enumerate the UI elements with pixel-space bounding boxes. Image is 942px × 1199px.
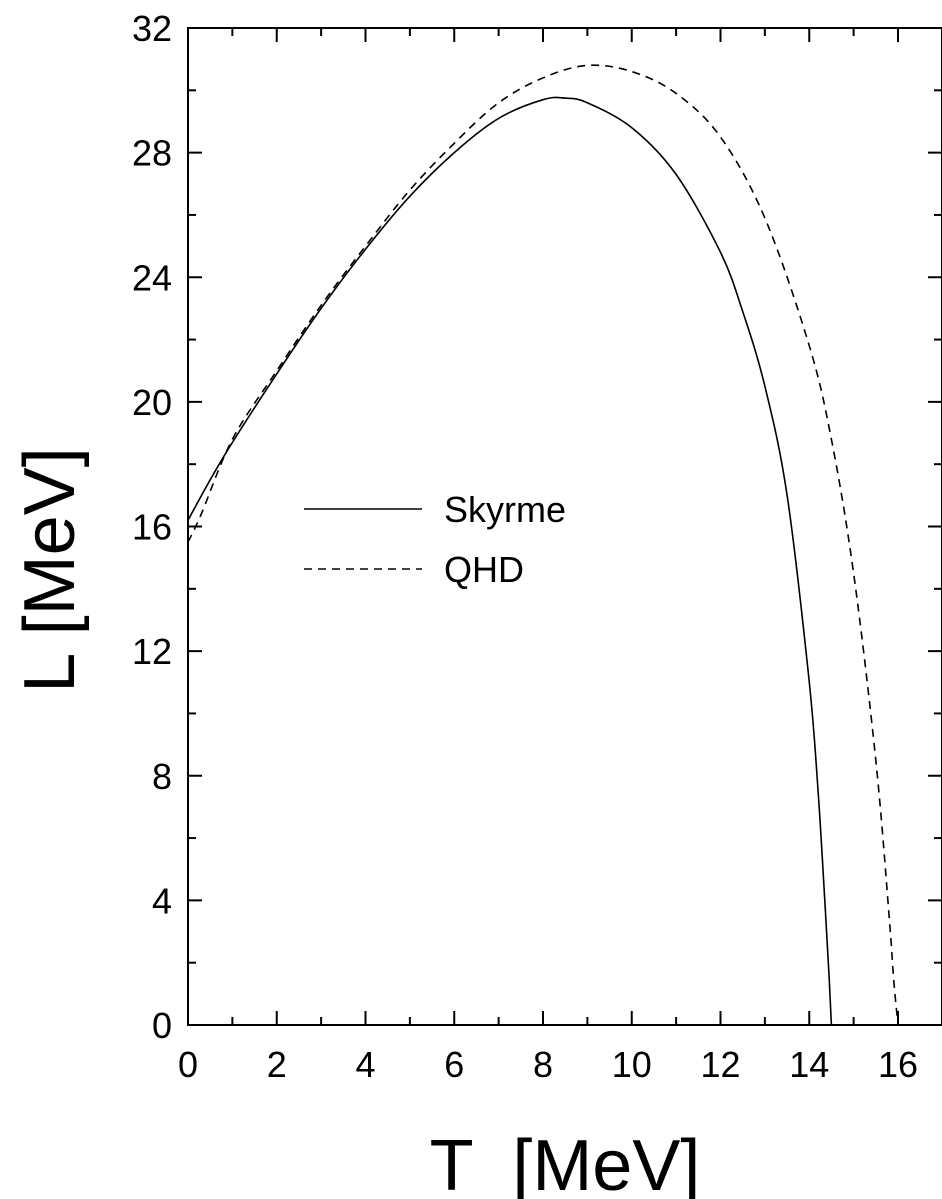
y-tick-label: 4: [152, 880, 172, 921]
plot-frame: [187, 27, 942, 1026]
x-tick-label: 12: [700, 1044, 740, 1085]
legend-label-skyrme: Skyrme: [444, 489, 566, 530]
x-tick-label: 4: [355, 1044, 375, 1085]
y-tick-label: 32: [132, 8, 172, 49]
series-lines: [187, 64, 899, 1026]
y-tick-label: 24: [132, 257, 172, 298]
x-tick-label: 6: [444, 1044, 464, 1085]
x-tick-label: 2: [267, 1044, 287, 1085]
y-tick-label: 16: [132, 507, 172, 548]
series-line-skyrme: [187, 96, 833, 1026]
legend: Skyrme QHD: [304, 489, 566, 590]
x-tick-label: 0: [178, 1044, 198, 1085]
y-tick-label: 0: [152, 1005, 172, 1046]
x-tick-label: 10: [612, 1044, 652, 1085]
x-axis-title: T [MeV]: [430, 1126, 701, 1199]
y-tick-label: 20: [132, 382, 172, 423]
y-tick-label: 12: [132, 631, 172, 672]
legend-label-qhd: QHD: [444, 549, 524, 590]
series-line-qhd: [187, 64, 899, 1026]
x-tick-label: 8: [533, 1044, 553, 1085]
x-tick-label: 16: [878, 1044, 918, 1085]
y-axis-title: L [MeV]: [10, 447, 90, 692]
x-tick-label: 14: [789, 1044, 829, 1085]
y-tick-label: 8: [152, 756, 172, 797]
y-tick-label: 28: [132, 133, 172, 174]
